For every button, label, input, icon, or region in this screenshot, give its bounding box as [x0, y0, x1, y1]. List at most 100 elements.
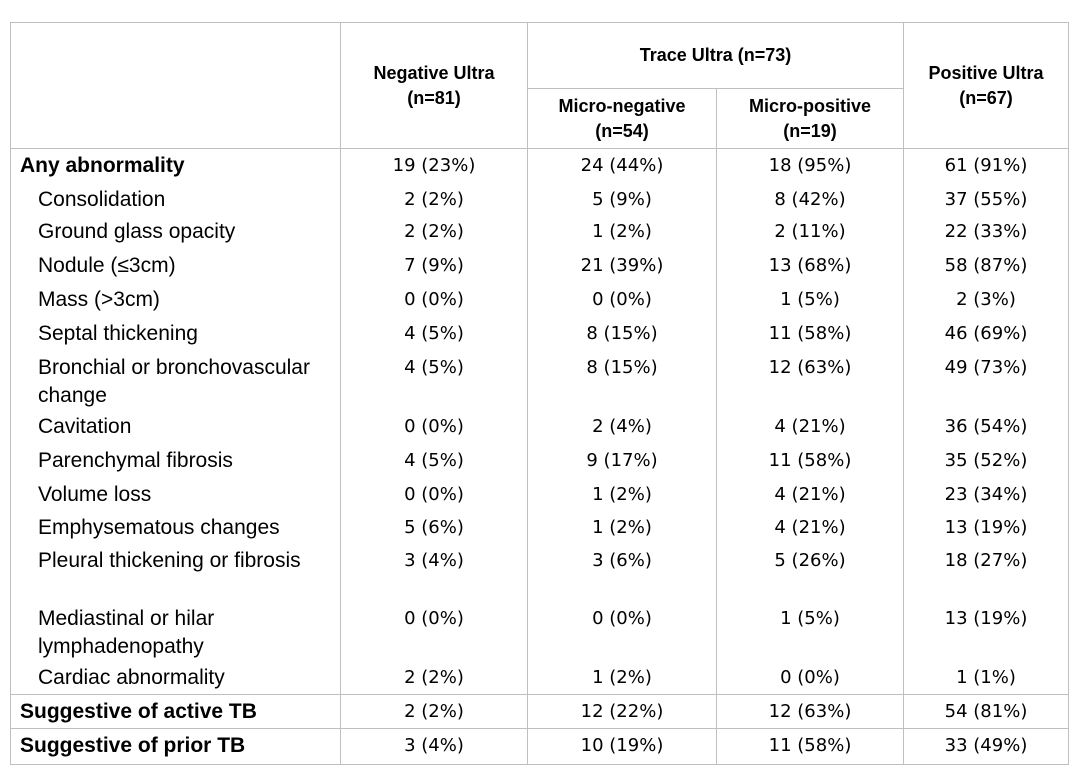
value-cell: 4 (21%) [716, 477, 904, 511]
table-row: Suggestive of active TB 2 (2%) 12 (22%) 12 … [10, 694, 1069, 729]
value-cell: 54 (81%) [903, 694, 1069, 729]
value-cell: 22 (33%) [903, 214, 1069, 249]
row-label-text: Pleural thickening or fibrosis [38, 548, 301, 572]
row-label: Suggestive of active TB [10, 694, 341, 729]
row-label-text: Emphysematous changes [38, 515, 280, 539]
value-cell: 1 (5%) [716, 282, 904, 317]
value-cell: 1 (2%) [527, 214, 717, 249]
value-cell: 11 (58%) [716, 443, 904, 478]
table-row: Mediastinal or hilar lymphadenopathy 0 (0… [10, 601, 1069, 661]
value-cell: 19 (23%) [340, 148, 528, 183]
value-cell: 3 (4%) [340, 543, 528, 602]
value-cell: 1 (1%) [903, 660, 1069, 695]
value-cell: 7 (9%) [340, 248, 528, 283]
value-cell: 23 (34%) [903, 477, 1069, 511]
row-label: Septal thickening [10, 316, 341, 351]
value-cell: 0 (0%) [340, 409, 528, 444]
value-cell: 0 (0%) [527, 601, 717, 661]
value-cell: 9 (17%) [527, 443, 717, 478]
row-label: Bronchial or bronchovascular change [10, 350, 341, 410]
row-label-text: Cavitation [38, 414, 132, 438]
value-cell: 36 (54%) [903, 409, 1069, 444]
value-cell: 10 (19%) [527, 728, 717, 765]
row-label: Nodule (≤3cm) [10, 248, 341, 283]
value-cell: 58 (87%) [903, 248, 1069, 283]
value-cell: 46 (69%) [903, 316, 1069, 351]
row-label-text: Nodule (≤3cm) [38, 253, 176, 277]
row-label: Cavitation [10, 409, 341, 444]
value-cell: 2 (3%) [903, 282, 1069, 317]
table-row: Bronchial or bronchovascular change 4 (5%… [10, 350, 1069, 410]
value-cell: 5 (26%) [716, 543, 904, 602]
row-label-text: Suggestive of active TB [20, 700, 257, 723]
table-body: Any abnormality 19 (23%) 24 (44%) 18 (95%) 6… [10, 148, 1069, 765]
value-cell: 33 (49%) [903, 728, 1069, 765]
row-label-text: Mediastinal or hilar lymphadenopathy [38, 606, 215, 658]
table-row: Any abnormality 19 (23%) 24 (44%) 18 (95%) 6… [10, 148, 1069, 183]
value-cell: 2 (2%) [340, 694, 528, 729]
value-cell: 1 (2%) [527, 510, 717, 544]
value-cell: 1 (2%) [527, 477, 717, 511]
value-cell: 2 (2%) [340, 660, 528, 695]
row-label-text: Mass (>3cm) [38, 287, 160, 311]
table-row: Cardiac abnormality 2 (2%) 1 (2%) 0 (0%) 1 (… [10, 660, 1069, 695]
value-cell: 0 (0%) [340, 601, 528, 661]
value-cell: 8 (15%) [527, 350, 717, 410]
value-cell: 1 (2%) [527, 660, 717, 695]
row-label: Parenchymal fibrosis [10, 443, 341, 478]
value-cell: 35 (52%) [903, 443, 1069, 478]
value-cell: 13 (68%) [716, 248, 904, 283]
value-cell: 13 (19%) [903, 601, 1069, 661]
value-cell: 13 (19%) [903, 510, 1069, 544]
value-cell: 2 (4%) [527, 409, 717, 444]
row-label-text: Septal thickening [38, 321, 198, 345]
value-cell: 37 (55%) [903, 182, 1069, 215]
row-label: Ground glass opacity [10, 214, 341, 249]
table-row: Pleural thickening or fibrosis 3 (4%) 3 (6… [10, 543, 1069, 602]
value-cell: 24 (44%) [527, 148, 717, 183]
row-label-text: Suggestive of prior TB [20, 734, 246, 757]
table-row: Ground glass opacity 2 (2%) 1 (2%) 2 (11%) 2… [10, 214, 1069, 249]
row-label-text: Bronchial or bronchovascular change [38, 355, 310, 407]
row-label: Mass (>3cm) [10, 282, 341, 317]
value-cell: 4 (5%) [340, 316, 528, 351]
value-cell: 18 (95%) [716, 148, 904, 183]
value-cell: 2 (2%) [340, 182, 528, 215]
value-cell: 2 (11%) [716, 214, 904, 249]
row-label-text: Any abnormality [20, 154, 185, 177]
row-label-text: Ground glass opacity [38, 219, 236, 243]
header-cell: Positive Ultra (n=67) [903, 22, 1069, 149]
value-cell: 8 (42%) [716, 182, 904, 215]
row-label: Volume loss [10, 477, 341, 511]
header-cell: Micro-positive (n=19) [716, 88, 904, 149]
table-row: Emphysematous changes 5 (6%) 1 (2%) 4 (21%)… [10, 510, 1069, 544]
value-cell: 4 (5%) [340, 350, 528, 410]
value-cell: 3 (6%) [527, 543, 717, 602]
row-label-text: Cardiac abnormality [38, 665, 225, 689]
value-cell: 0 (0%) [716, 660, 904, 695]
value-cell: 12 (63%) [716, 694, 904, 729]
row-label-text: Consolidation [38, 187, 166, 211]
header-cell: Micro-negative (n=54) [527, 88, 717, 149]
row-label-text: Parenchymal fibrosis [38, 448, 233, 472]
row-label: Pleural thickening or fibrosis [10, 543, 341, 602]
value-cell: 18 (27%) [903, 543, 1069, 602]
table-row: Suggestive of prior TB 3 (4%) 10 (19%) 11 (… [10, 728, 1069, 765]
table-row: Nodule (≤3cm) 7 (9%) 21 (39%) 13 (68%) 58 (8… [10, 248, 1069, 283]
value-cell: 3 (4%) [340, 728, 528, 765]
value-cell: 0 (0%) [340, 477, 528, 511]
value-cell: 12 (22%) [527, 694, 717, 729]
table-row: Cavitation 0 (0%) 2 (4%) 4 (21%) 36 (54%) [10, 409, 1069, 444]
value-cell: 1 (5%) [716, 601, 904, 661]
value-cell: 4 (5%) [340, 443, 528, 478]
results-table: Negative Ultra (n=81) Trace Ultra (n=73)… [10, 22, 1069, 765]
value-cell: 49 (73%) [903, 350, 1069, 410]
value-cell: 8 (15%) [527, 316, 717, 351]
value-cell: 21 (39%) [527, 248, 717, 283]
table-row: Mass (>3cm) 0 (0%) 0 (0%) 1 (5%) 2 (3%) [10, 282, 1069, 317]
table-row: Volume loss 0 (0%) 1 (2%) 4 (21%) 23 (34%) [10, 477, 1069, 511]
row-label: Emphysematous changes [10, 510, 341, 544]
row-label: Mediastinal or hilar lymphadenopathy [10, 601, 341, 661]
value-cell: 0 (0%) [340, 282, 528, 317]
corner-cell [10, 22, 341, 149]
